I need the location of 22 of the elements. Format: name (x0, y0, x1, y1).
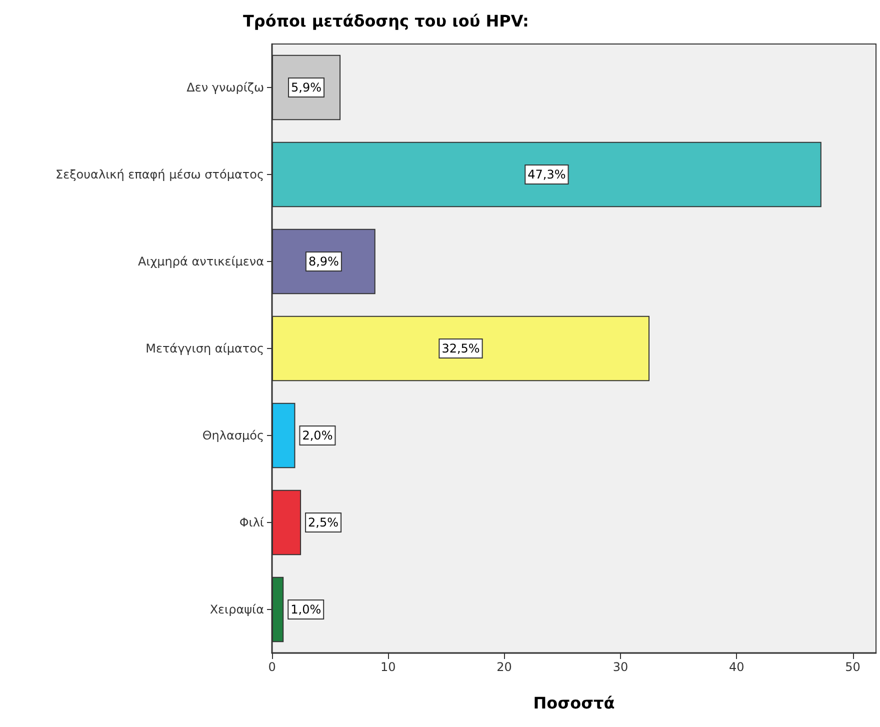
data-label: 2,5% (308, 516, 339, 530)
data-label: 2,0% (302, 428, 333, 442)
y-tick-label: Φιλί (239, 516, 264, 530)
chart-title: Τρόποι μετάδοσης του ιού HPV: (243, 12, 529, 30)
data-label: 5,9% (291, 80, 322, 94)
data-label: 32,5% (442, 342, 480, 356)
data-label: 1,0% (290, 602, 322, 616)
y-tick-label: Δεν γνωρίζω (186, 80, 264, 94)
x-tick-label: 50 (845, 660, 860, 674)
y-tick-label: Μετάγγιση αίματος (146, 342, 264, 356)
x-tick-label: 20 (496, 660, 512, 674)
x-tick-label: 0 (268, 660, 276, 674)
data-label: 47,3% (528, 168, 566, 182)
y-tick-label: Θηλασμός (202, 428, 264, 442)
y-tick-label: Χειραψία (210, 602, 264, 616)
y-tick-label: Αιχμηρά αντικείμενα (138, 254, 264, 268)
y-tick-label: Σεξουαλική επαφή μέσω στόματος (56, 168, 264, 182)
data-label: 8,9% (308, 254, 339, 268)
x-tick-label: 30 (612, 660, 628, 674)
x-tick-label: 40 (728, 660, 744, 674)
x-tick-label: 10 (380, 660, 396, 674)
x-axis-title: Ποσοστά (533, 694, 615, 712)
